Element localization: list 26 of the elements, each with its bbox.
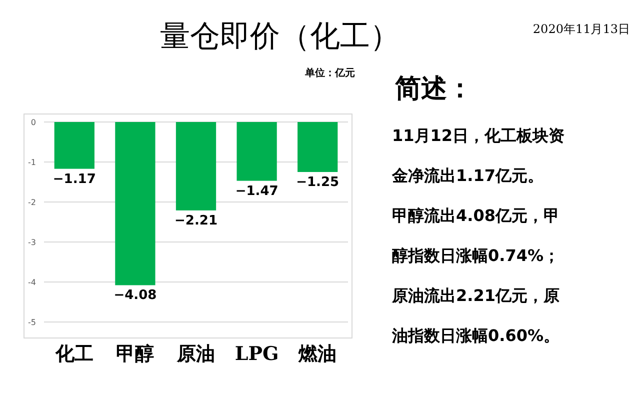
data-label: −1.47 — [235, 184, 278, 199]
text: 2020年11月13日 — [532, 22, 630, 36]
y-tick-label: 0 — [30, 118, 36, 127]
text: 甲醇流出4.08亿元，甲 — [392, 206, 560, 225]
y-tick-label: -1 — [28, 158, 36, 167]
data-label: −2.21 — [174, 213, 218, 228]
text: 单位：亿元 — [304, 67, 355, 79]
y-tick-label: -4 — [28, 278, 36, 287]
x-tick-label: 甲醇 — [116, 343, 154, 365]
text: 金净流出1.17亿元。 — [391, 166, 544, 185]
data-label: −1.17 — [52, 172, 96, 187]
text: 简述： — [394, 74, 473, 104]
text: 原油流出2.21亿元，原 — [391, 286, 560, 305]
x-tick-label: LPG — [234, 343, 279, 365]
x-tick-label: 燃油 — [298, 343, 337, 365]
data-label: −4.08 — [114, 288, 157, 304]
text: 油指数日涨幅0.60%。 — [391, 326, 560, 345]
y-tick-label: -3 — [28, 238, 36, 247]
chart-title: 量仓即价（化工） — [160, 19, 400, 54]
text: 11月12日，化工板块资 — [392, 126, 565, 145]
text: 醇指数日涨幅0.74%； — [392, 246, 560, 265]
y-tick-label: -2 — [28, 198, 36, 207]
y-tick-label: -5 — [28, 318, 36, 327]
data-label: −1.25 — [296, 175, 340, 190]
x-tick-label: 原油 — [176, 343, 215, 365]
x-tick-label: 化工 — [54, 343, 94, 365]
